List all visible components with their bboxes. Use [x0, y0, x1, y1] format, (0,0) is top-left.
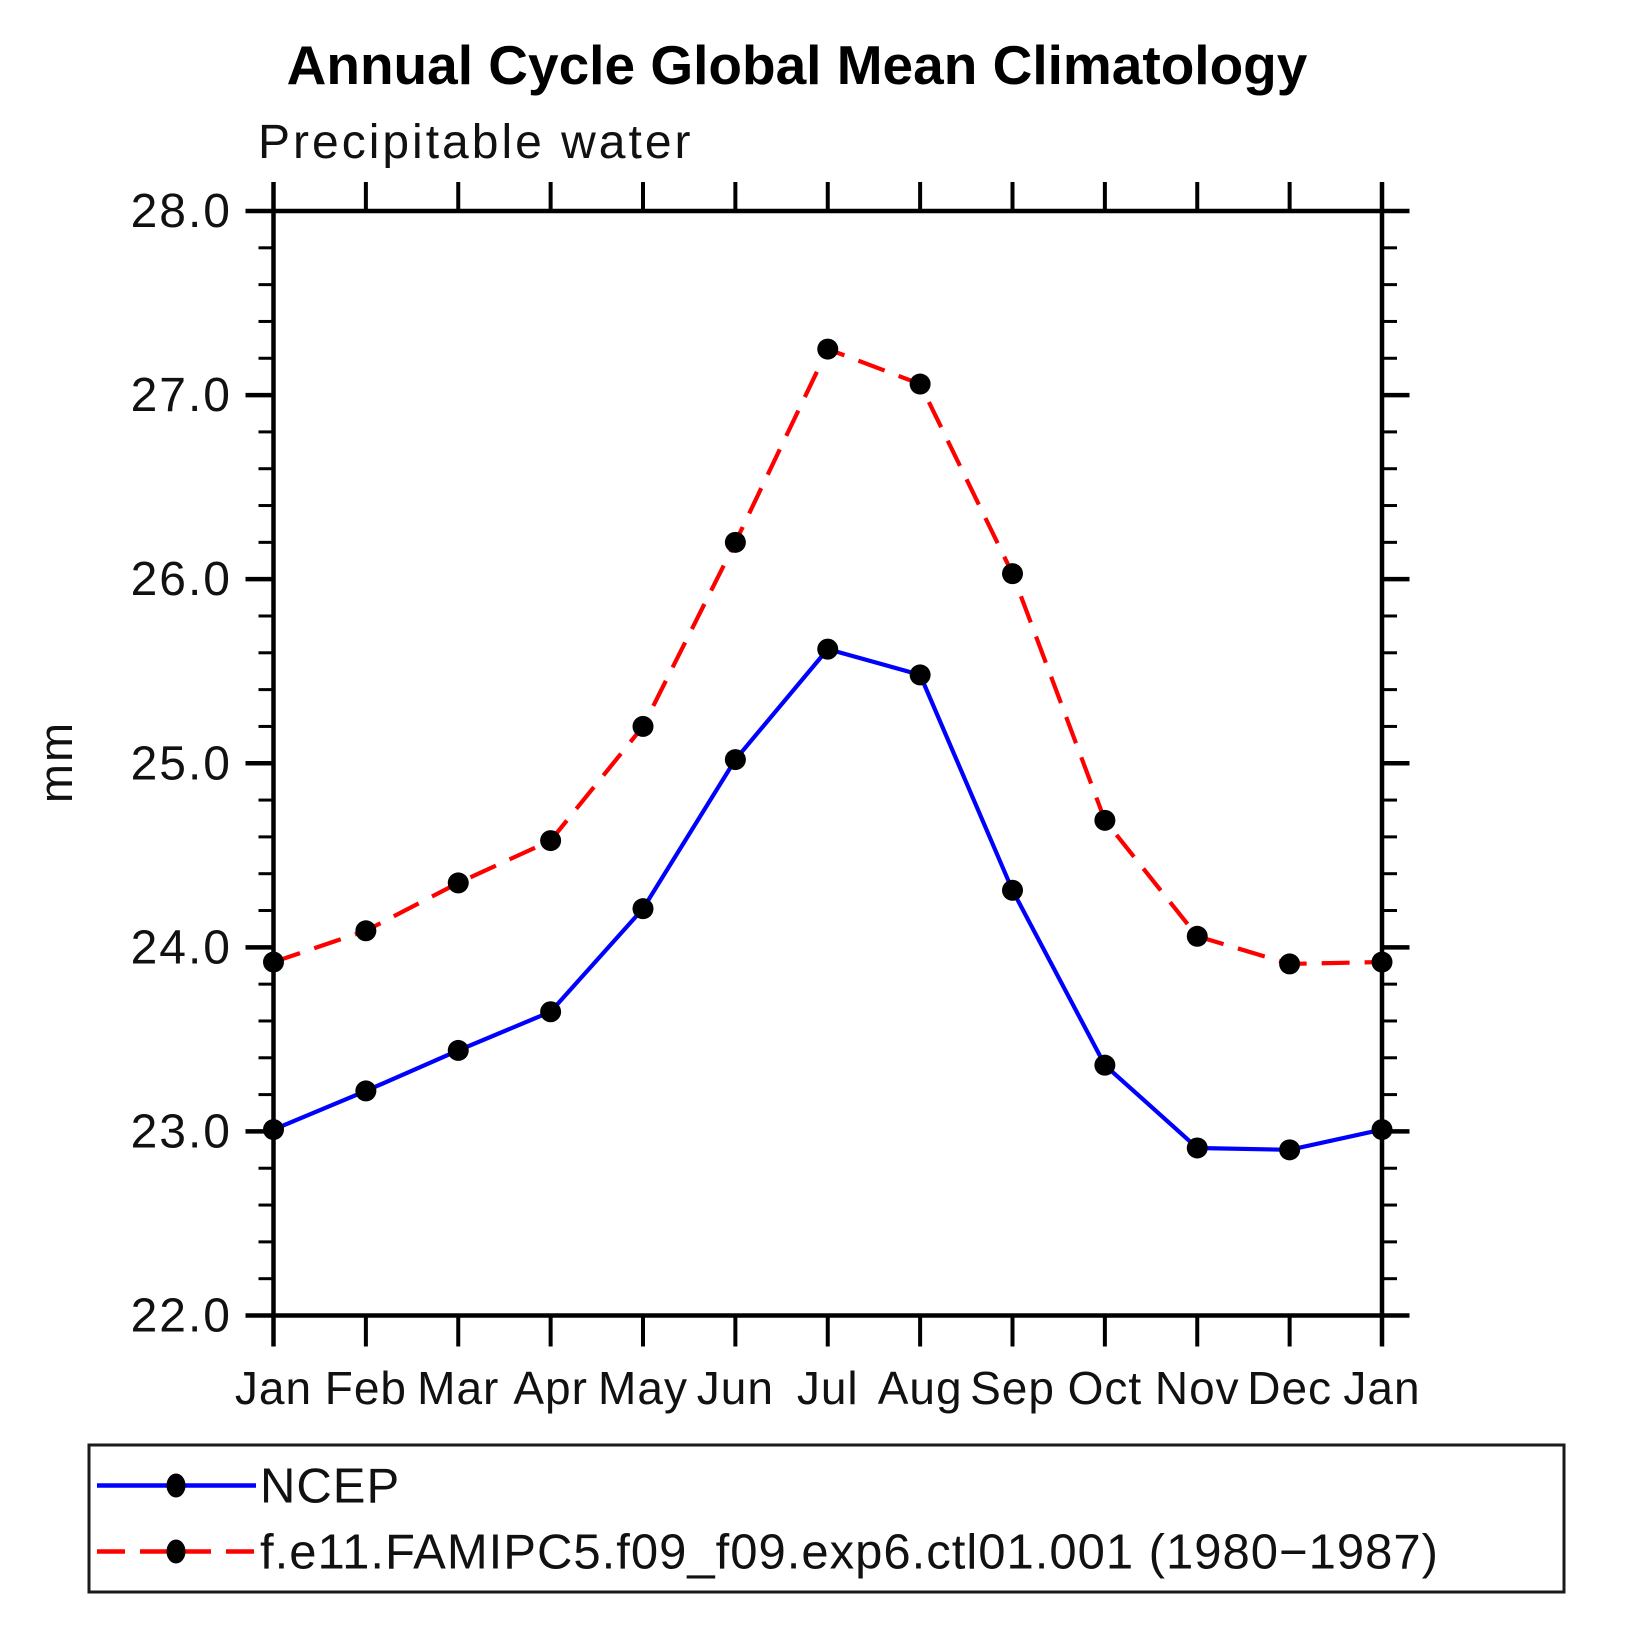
data-point-marker — [724, 749, 746, 771]
data-point-marker — [355, 1080, 377, 1102]
y-tick-label: 24.0 — [131, 921, 232, 974]
chart-subtitle: Precipitable water — [258, 116, 694, 169]
y-tick-label: 28.0 — [131, 185, 232, 238]
data-point-marker — [1279, 953, 1301, 975]
data-point-marker — [263, 951, 284, 973]
x-tick-label: Jul — [797, 1362, 859, 1414]
data-point-marker — [1002, 563, 1023, 585]
y-axis-title: mm — [29, 721, 82, 803]
data-point-marker — [632, 715, 654, 737]
data-point-marker — [447, 872, 469, 894]
y-tick-label: 26.0 — [131, 553, 232, 606]
data-point-marker — [355, 920, 377, 942]
data-point-marker — [1002, 879, 1023, 901]
legend-label: f.e11.FAMIPC5.f09_f09.exp6.ctl01.001 (19… — [260, 1526, 1439, 1580]
y-tick-label: 27.0 — [131, 369, 232, 422]
data-point-marker — [1371, 1119, 1393, 1141]
axes: Jan Feb Mar Apr May Jun Jul Aug Sep Oct Nov Dec Jan2… — [131, 182, 1420, 1414]
series-line-0 — [272, 647, 1383, 1152]
x-tick-label: Mar — [417, 1362, 499, 1414]
data-point-marker — [817, 638, 839, 660]
data-point-markers — [263, 338, 1393, 1161]
x-tick-label: Sep — [970, 1362, 1055, 1414]
data-point-marker — [724, 531, 746, 553]
data-point-marker — [1279, 1139, 1301, 1161]
legend: NCEP f.e11.FAMIPC5.f09_f09.exp6.ctl01.001… — [87, 1443, 1566, 1594]
data-point-marker — [447, 1039, 469, 1061]
x-tick-label: Apr — [513, 1362, 588, 1414]
x-tick-label: Nov — [1155, 1362, 1240, 1414]
chart-title: Annual Cycle Global Mean Climatology — [287, 34, 1308, 96]
legend-marker — [166, 1539, 186, 1564]
data-point-marker — [1186, 925, 1208, 947]
data-point-marker — [540, 1001, 562, 1023]
x-tick-label: Oct — [1068, 1362, 1143, 1414]
x-tick-label: Jan — [235, 1362, 312, 1414]
data-point-marker — [909, 373, 931, 395]
data-point-marker — [540, 830, 562, 852]
legend-box — [87, 1443, 1566, 1594]
data-point-marker — [1371, 951, 1393, 973]
data-point-marker — [263, 1119, 284, 1141]
series-lines — [272, 346, 1383, 1152]
legend-label: NCEP — [260, 1460, 400, 1514]
data-point-marker — [909, 664, 931, 686]
y-tick-label: 22.0 — [131, 1290, 232, 1343]
data-point-marker — [1186, 1137, 1208, 1159]
x-tick-label: Dec — [1247, 1362, 1332, 1414]
y-tick-label: 23.0 — [131, 1105, 232, 1158]
y-tick-label: 25.0 — [131, 737, 232, 790]
x-tick-label: Aug — [878, 1362, 963, 1414]
data-point-marker — [1094, 1054, 1116, 1076]
data-point-marker — [817, 338, 839, 360]
x-tick-label: Jun — [697, 1362, 774, 1414]
data-point-marker — [1094, 809, 1116, 831]
x-tick-label: May — [598, 1362, 688, 1414]
x-tick-label: Jan — [1343, 1362, 1420, 1414]
data-point-marker — [632, 898, 654, 920]
x-tick-label: Feb — [325, 1362, 407, 1414]
legend-marker — [166, 1473, 186, 1498]
